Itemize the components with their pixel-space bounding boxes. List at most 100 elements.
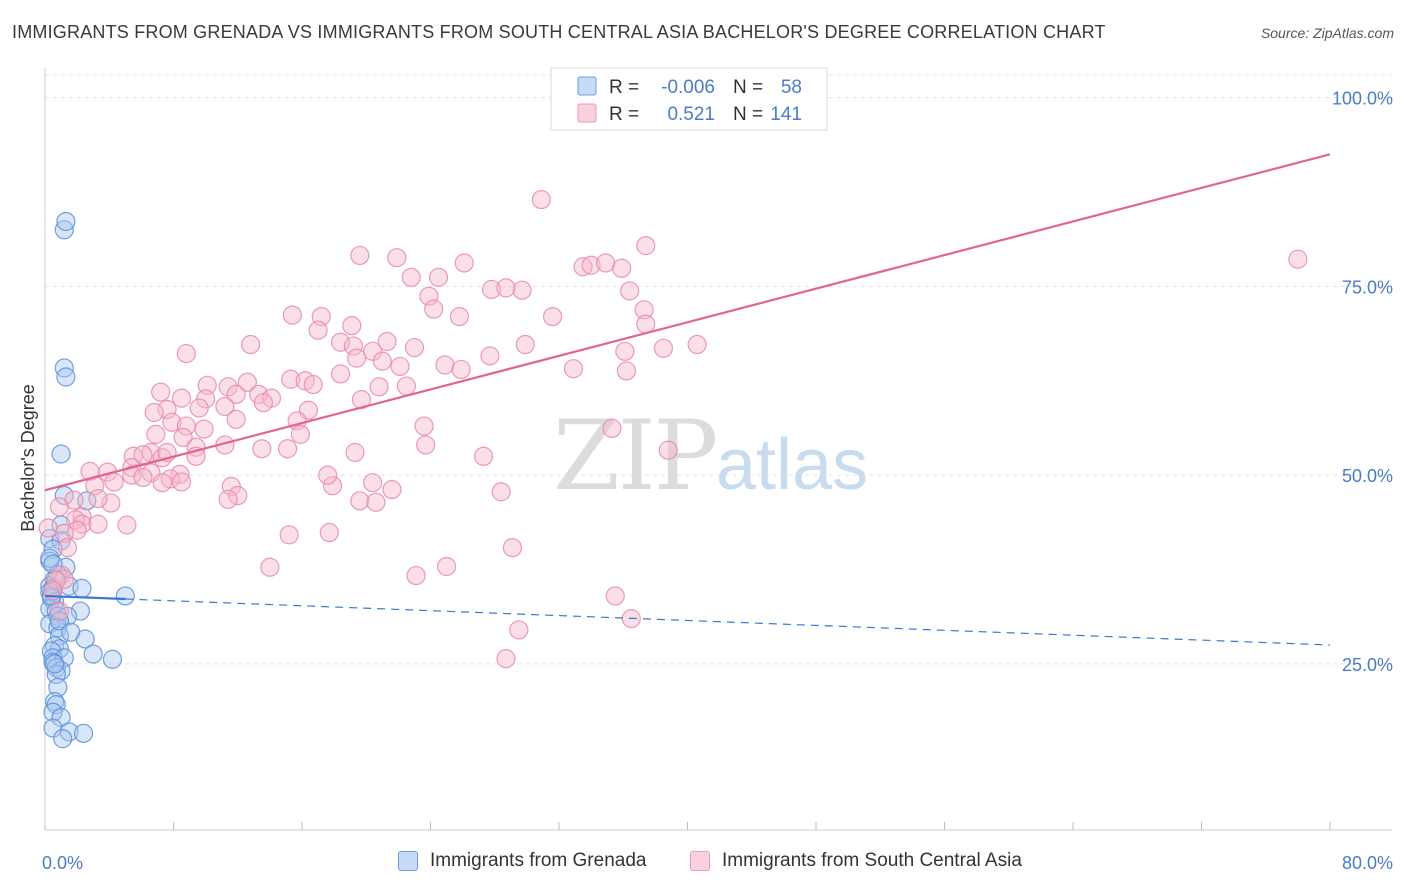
stats-swatch [577, 103, 597, 123]
stats-n-value: 141 [770, 104, 802, 125]
data-point-pink [605, 586, 625, 606]
data-point-pink [88, 488, 108, 509]
data-point-pink [133, 467, 153, 488]
data-point-pink [515, 334, 535, 355]
data-point-pink [322, 476, 343, 496]
data-point-pink [414, 416, 434, 436]
data-point-pink [228, 485, 248, 506]
stats-swatch [577, 76, 597, 96]
data-point-pink [290, 424, 310, 444]
data-point-pink [428, 267, 449, 287]
data-point-pink [616, 361, 637, 381]
y-tick-label: 25.0% [1342, 655, 1393, 675]
data-point-pink [416, 435, 436, 455]
data-point-blue [72, 578, 92, 599]
data-point-pink [104, 472, 124, 492]
data-point-pink [377, 331, 397, 352]
bottom-legend: Immigrants from Grenada Immigrants from … [0, 850, 1406, 880]
data-point-pink [454, 253, 474, 273]
data-point-pink [57, 538, 78, 558]
data-point-pink [330, 332, 351, 352]
data-point-pink [496, 649, 516, 669]
stats-n-value: 58 [781, 77, 802, 98]
data-point-pink [372, 351, 392, 371]
data-point-pink [615, 341, 635, 361]
data-point-pink [436, 556, 457, 577]
legend-swatch-pink [690, 851, 710, 871]
stats-r-value: -0.006 [661, 77, 715, 98]
data-point-pink [512, 280, 532, 300]
data-point-pink [144, 402, 164, 423]
data-point-pink [612, 258, 632, 278]
data-point-pink [49, 601, 70, 621]
data-point-pink [390, 356, 410, 377]
data-point-blue [56, 211, 76, 232]
data-point-pink [687, 334, 707, 355]
data-point-pink [396, 376, 417, 396]
legend-item-grenada[interactable]: Immigrants from Grenada [398, 850, 646, 872]
data-point-blue [83, 644, 103, 664]
data-point-pink [218, 489, 238, 509]
data-point-pink [260, 557, 280, 577]
trendline-blue-dashed [125, 598, 1331, 646]
data-point-pink [226, 409, 246, 429]
data-point-pink [401, 267, 421, 287]
data-point-blue [40, 548, 60, 568]
y-axis-title: Bachelor's Degree [18, 384, 38, 532]
data-point-pink [563, 359, 584, 379]
data-point-blue [51, 707, 71, 728]
data-point-pink [146, 424, 166, 444]
data-point-blue [53, 729, 73, 749]
data-point-blue [115, 586, 135, 606]
stats-r-label: R = [609, 104, 639, 125]
data-point-pink [252, 439, 272, 459]
data-point-pink [542, 307, 563, 327]
data-point-pink [481, 279, 502, 300]
legend-item-south-central-asia[interactable]: Immigrants from South Central Asia [690, 850, 1022, 872]
data-point-pink [345, 442, 365, 463]
stats-box [550, 67, 828, 131]
data-point-pink [634, 300, 654, 320]
watermark-zip: ZIP [553, 400, 716, 512]
data-point-blue [43, 718, 63, 738]
data-point-pink [319, 522, 339, 543]
data-point-blue [54, 485, 74, 506]
stats-n-label: N = [733, 77, 763, 98]
data-point-pink [189, 398, 209, 418]
data-point-pink [282, 305, 302, 325]
data-point-pink [382, 479, 402, 500]
legend-label-grenada: Immigrants from Grenada [430, 850, 647, 871]
data-point-pink [46, 570, 66, 590]
data-point-pink [473, 446, 494, 466]
data-point-pink [218, 377, 238, 397]
data-point-pink [480, 346, 500, 366]
data-point-pink [226, 384, 246, 404]
data-point-pink [496, 278, 516, 298]
data-point-pink [342, 316, 362, 336]
data-point-pink [491, 482, 511, 502]
data-point-pink [509, 620, 529, 640]
data-point-pink [343, 336, 363, 356]
data-point-pink [303, 374, 323, 395]
data-point-pink [170, 464, 190, 484]
data-point-pink [573, 257, 593, 277]
data-point-pink [350, 491, 370, 511]
data-point-pink [451, 359, 471, 380]
data-point-blue [61, 622, 81, 642]
data-point-pink [658, 440, 678, 460]
data-point-pink [38, 518, 58, 538]
trendline-pink [44, 153, 1331, 492]
data-point-pink [449, 307, 470, 327]
data-point-pink [419, 286, 439, 306]
data-point-pink [404, 337, 425, 358]
data-point-pink [151, 382, 171, 402]
data-point-pink [253, 393, 274, 413]
data-point-pink [531, 189, 551, 210]
y-tick-label: 100.0% [1332, 89, 1393, 109]
data-point-pink [49, 497, 70, 517]
x-tick-label: 80.0% [1342, 853, 1393, 873]
data-point-pink [101, 493, 121, 513]
data-point-pink [369, 377, 389, 397]
chart-title: IMMIGRANTS FROM GRENADA VS IMMIGRANTS FR… [12, 22, 1106, 42]
